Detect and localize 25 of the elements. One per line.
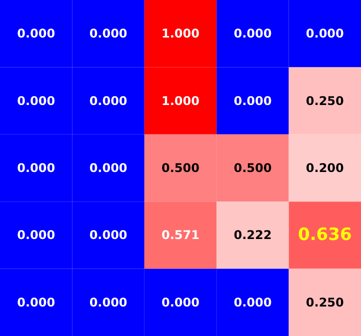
data-label: 0.571 (162, 228, 200, 242)
data-label: 0.500 (162, 161, 200, 175)
data-label: 1.000 (162, 26, 200, 41)
data-label: 0.000 (17, 94, 56, 108)
data-label: 0.000 (17, 161, 56, 175)
data-label: 0.250 (306, 94, 344, 108)
data-label: 0.000 (89, 161, 128, 175)
data-label: 0.000 (89, 295, 128, 310)
data-label: 0.000 (162, 295, 200, 310)
data-label: 0.000 (234, 94, 272, 108)
data-label: 0.636 (298, 225, 352, 246)
data-label: 0.000 (234, 295, 272, 310)
data-label: 0.000 (89, 228, 128, 242)
data-label: 0.000 (89, 26, 128, 41)
data-label: 0.000 (17, 228, 56, 242)
data-label: 0.000 (89, 94, 128, 108)
data-label: 0.000 (234, 26, 272, 41)
data-label: 0.000 (17, 26, 56, 41)
data-label: 0.250 (306, 295, 344, 310)
data-label: 0.222 (234, 228, 272, 242)
data-label: 0.000 (306, 26, 344, 41)
data-label: 1.000 (162, 94, 200, 108)
data-label: 0.200 (306, 161, 344, 175)
data-label: 0.000 (17, 295, 56, 310)
data-label: 0.500 (234, 161, 272, 175)
